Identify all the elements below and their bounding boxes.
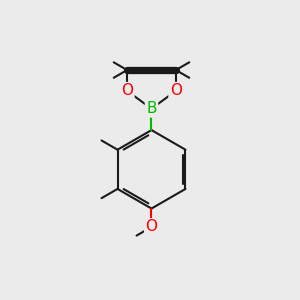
Text: O: O bbox=[146, 220, 158, 235]
Text: O: O bbox=[170, 83, 182, 98]
Text: O: O bbox=[121, 83, 133, 98]
Text: B: B bbox=[146, 101, 157, 116]
